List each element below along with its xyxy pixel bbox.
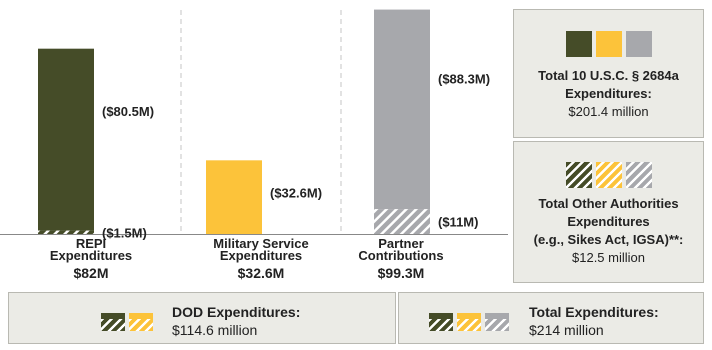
- bar-military-2684a: [206, 160, 262, 234]
- dod-text: DOD Expenditures: $114.6 million: [172, 303, 300, 339]
- swatch-repi: [565, 31, 592, 57]
- value-label-military-2684a: ($32.6M): [270, 185, 322, 200]
- legend-2684a-title-1: Total 10 U.S.C. § 2684a: [538, 68, 679, 83]
- legend-2684a-title-2: Expenditures:: [565, 86, 652, 101]
- swatch-repi-hatched: [565, 162, 592, 188]
- category-label-military-line-1: Military Service: [213, 236, 308, 251]
- category-label-partner-line-2: Contributions: [358, 248, 443, 263]
- total-swatch-military: [457, 313, 481, 331]
- category-label-repi-line-1: REPI: [76, 236, 106, 251]
- footer-dod-box: DOD Expenditures: $114.6 million: [8, 292, 396, 344]
- total-swatch-partner: [485, 313, 509, 331]
- bar-repi-other: [38, 230, 94, 234]
- total-swatches: [429, 313, 509, 331]
- legend-other-title-3: (e.g., Sikes Act, IGSA)**:: [533, 232, 684, 247]
- total-label: Total Expenditures:: [529, 304, 659, 320]
- dod-swatches: [101, 313, 153, 331]
- legend-other-text: Total Other Authorities Expenditures (e.…: [514, 195, 703, 267]
- dod-value: $114.6 million: [172, 322, 258, 338]
- value-label-repi-other: ($1.5M): [102, 225, 147, 240]
- legend-box-other: Total Other Authorities Expenditures (e.…: [513, 141, 704, 283]
- category-total-military: $32.6M: [238, 265, 285, 281]
- total-text: Total Expenditures: $214 million: [529, 303, 659, 339]
- value-label-repi-2684a: ($80.5M): [102, 104, 154, 119]
- dod-label: DOD Expenditures:: [172, 304, 301, 320]
- swatch-partner-hatched: [625, 162, 652, 188]
- total-value: $214 million: [529, 322, 604, 338]
- bar-partner-2684a: [374, 9, 430, 210]
- legend-swatches-hatched: [514, 162, 703, 188]
- bar-repi-2684a: [38, 48, 94, 231]
- legend-other-value: $12.5 million: [572, 250, 645, 265]
- swatch-military-hatched: [595, 162, 622, 188]
- bar-partner-other: [374, 209, 430, 234]
- legend-2684a-text: Total 10 U.S.C. § 2684a Expenditures: $2…: [514, 67, 703, 121]
- legend-other-title-1: Total Other Authorities: [538, 196, 679, 211]
- legend-2684a-value: $201.4 million: [568, 104, 649, 119]
- category-label-partner-line-1: Partner: [378, 236, 424, 251]
- category-label-repi-line-2: Expenditures: [50, 248, 132, 263]
- footer-total-box: Total Expenditures: $214 million: [398, 292, 704, 344]
- total-swatch-repi: [429, 313, 453, 331]
- legend-box-2684a: Total 10 U.S.C. § 2684a Expenditures: $2…: [513, 9, 704, 138]
- value-label-partner-2684a: ($88.3M): [438, 71, 490, 86]
- category-label-military-line-2: Expenditures: [220, 248, 302, 263]
- swatch-partner: [625, 31, 652, 57]
- legend-other-title-2: Expenditures: [567, 214, 650, 229]
- category-total-repi: $82M: [73, 265, 108, 281]
- legend-swatches-solid: [514, 31, 703, 57]
- swatch-military: [595, 31, 622, 57]
- dod-swatch-repi: [101, 313, 125, 331]
- category-total-partner: $99.3M: [378, 265, 425, 281]
- value-label-partner-other: ($11M): [438, 215, 478, 230]
- dod-swatch-military: [129, 313, 153, 331]
